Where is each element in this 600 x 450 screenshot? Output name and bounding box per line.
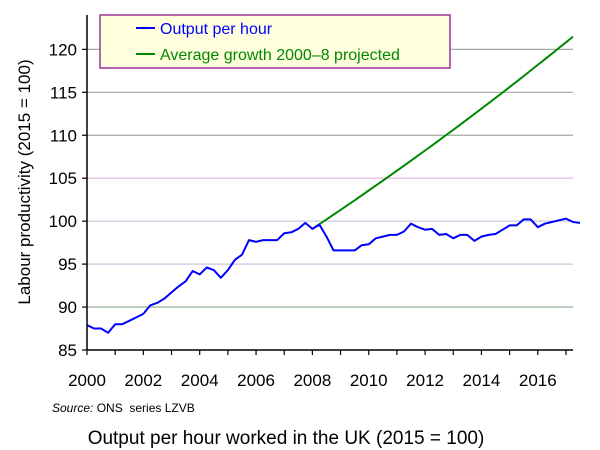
source-label: Source: <box>52 401 93 415</box>
x-tick-label: 2016 <box>519 371 557 390</box>
x-tick-label: 2002 <box>124 371 162 390</box>
series-line-projected <box>311 35 574 230</box>
source-note: Source: ONS series LZVB <box>52 401 195 415</box>
x-tick-label: 2000 <box>68 371 106 390</box>
y-tick-label: 115 <box>50 83 77 102</box>
x-tick-label: 2012 <box>406 371 444 390</box>
y-tick-label: 90 <box>58 298 77 317</box>
chart-title: Output per hour worked in the UK (2015 =… <box>88 428 485 449</box>
y-tick-label: 120 <box>49 40 77 59</box>
y-tick-label: 100 <box>49 212 77 231</box>
y-ticks: 85 90 95 100 105 110 115 120 <box>49 40 87 360</box>
gridlines <box>87 48 573 308</box>
x-tick-label: 2014 <box>463 371 501 390</box>
legend: Output per hour Average growth 2000–8 pr… <box>99 14 451 69</box>
y-tick-label: 95 <box>58 255 77 274</box>
legend-label-projected: Average growth 2000–8 projected <box>160 47 400 64</box>
x-tick-label: 2006 <box>237 371 275 390</box>
y-tick-label: 105 <box>49 169 77 188</box>
legend-label-output: Output per hour <box>160 21 273 38</box>
x-ticks: 2000 2002 2004 2006 2008 2010 2012 2014 2016 <box>68 350 567 390</box>
y-tick-label: 85 <box>58 341 77 360</box>
x-tick-label: 2004 <box>181 371 219 390</box>
x-tick-label: 2008 <box>293 371 331 390</box>
y-axis-label: Labour productivity (2015 = 100) <box>15 59 34 304</box>
series-line-output-per-hour <box>86 217 581 334</box>
legend-box <box>99 14 451 69</box>
y-tick-label: 110 <box>50 126 77 145</box>
x-tick-label: 2010 <box>350 371 388 390</box>
series-lines <box>86 35 581 334</box>
source-text: ONS series LZVB <box>93 401 194 415</box>
